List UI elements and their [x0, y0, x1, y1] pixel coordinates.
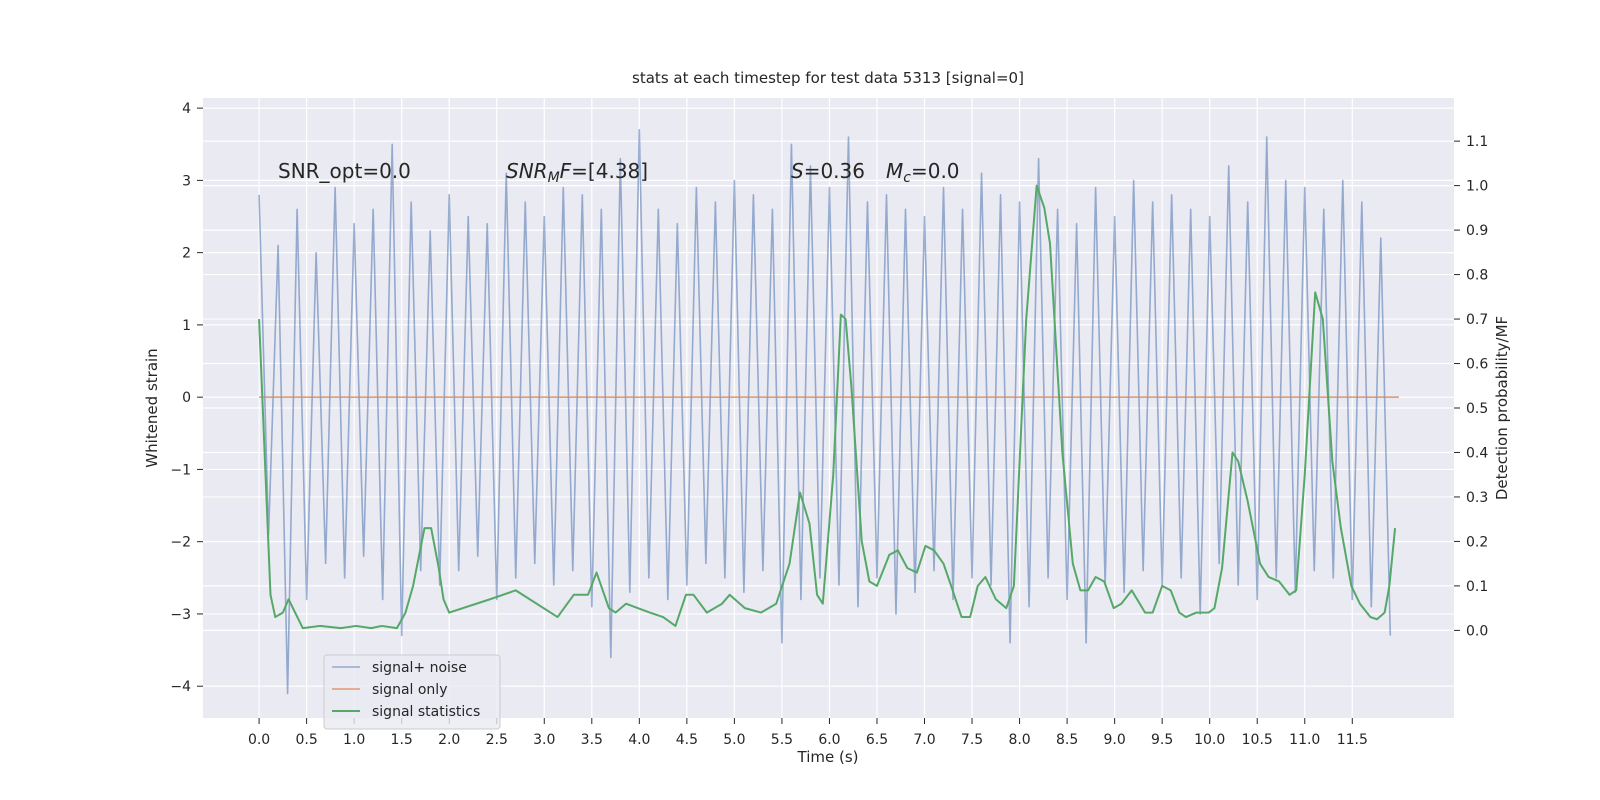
annotation-part: SNR	[506, 159, 548, 183]
annotation: SNR_opt=0.0	[278, 159, 411, 183]
series-line	[258, 128, 1392, 695]
annotation: SNRMF=[4.38]	[506, 159, 648, 186]
annotation: Mc=0.0	[886, 159, 960, 186]
series-line	[258, 184, 1397, 630]
x-tick-label: 8.0	[1008, 732, 1030, 748]
y2-tick-label: 0.1	[1466, 579, 1488, 595]
y-tick-label: −3	[170, 607, 191, 623]
y-tick-label: 1	[182, 318, 191, 334]
x-tick-label: 5.5	[771, 732, 793, 748]
annotation-part: =0.36	[804, 159, 865, 183]
y2-tick-label: 0.0	[1466, 623, 1488, 639]
y2-tick-label: 0.4	[1466, 445, 1488, 461]
y2-tick-label: 0.8	[1466, 268, 1488, 284]
y-tick-label: −1	[170, 462, 191, 478]
x-tick-label: 8.5	[1056, 732, 1078, 748]
x-tick-label: 9.5	[1151, 732, 1173, 748]
y-tick-label: −4	[170, 679, 191, 695]
y2-tick-label: 1.1	[1466, 134, 1488, 150]
marks	[258, 128, 1399, 695]
annotation-part: F	[560, 159, 572, 183]
annotations: SNR_opt=0.0 SNRMF=[4.38] S=0.36 Mc=0.0	[278, 159, 960, 186]
legend-label: signal statistics	[372, 704, 480, 720]
y2-tick-label: 0.3	[1466, 490, 1488, 506]
annotation-part: S	[791, 159, 804, 183]
x-tick-label: 7.5	[961, 732, 983, 748]
legend-box	[323, 654, 501, 730]
x-tick-label: 10.0	[1194, 732, 1225, 748]
y2-tick-label: 1.0	[1466, 179, 1488, 195]
y-tick-label: 2	[182, 246, 191, 262]
x-tick-label: 5.0	[723, 732, 745, 748]
x-tick-label: 6.5	[866, 732, 888, 748]
x-tick-label: 11.5	[1337, 732, 1368, 748]
annotation-part: =0.0	[911, 159, 960, 183]
y2-tick-label: 0.2	[1466, 534, 1488, 550]
annotation-part: =[4.38]	[571, 159, 648, 183]
annotation-part: M	[548, 170, 560, 186]
x-tick-label: 9.0	[1104, 732, 1126, 748]
y2-tick-label: 0.5	[1466, 401, 1488, 417]
axes: 0.0 0.5 1.0 1.5 2.0 2.5 3.0 3.5 4.0 4.5 5.0 5.5 6.0 6…	[170, 101, 1488, 748]
legend-label: signal only	[372, 682, 447, 698]
x-tick-label: 3.0	[533, 732, 555, 748]
y-axis-label: Whitened strain	[143, 348, 161, 467]
chart-title: stats at each timestep for test data 531…	[632, 69, 1024, 87]
annotation-part: SNR_opt=0.0	[278, 159, 411, 183]
x-axis-label: Time (s)	[797, 748, 859, 766]
legend: signal+ noise signal only signal statistic…	[323, 654, 501, 730]
annotation-part: M	[886, 159, 903, 183]
y2-axis-label: Detection probability/MF	[1493, 316, 1511, 500]
x-tick-label: 11.0	[1289, 732, 1320, 748]
x-tick-label: 2.0	[438, 732, 460, 748]
x-tick-label: 0.0	[248, 732, 270, 748]
x-tick-label: 1.5	[391, 732, 413, 748]
x-tick-label: 0.5	[295, 732, 317, 748]
x-tick-label: 4.0	[628, 732, 650, 748]
annotation: S=0.36	[791, 159, 865, 183]
x-tick-label: 2.5	[486, 732, 508, 748]
y-tick-label: −2	[170, 535, 191, 551]
x-tick-label: 6.0	[818, 732, 840, 748]
annotation-part: c	[903, 170, 911, 186]
y2-tick-label: 0.9	[1466, 223, 1488, 239]
x-tick-label: 10.5	[1242, 732, 1273, 748]
x-tick-label: 4.5	[676, 732, 698, 748]
y2-tick-label: 0.6	[1466, 357, 1488, 373]
y2-tick-label: 0.7	[1466, 312, 1488, 328]
y-tick-label: 3	[182, 173, 191, 189]
x-tick-label: 1.0	[343, 732, 365, 748]
legend-label: signal+ noise	[372, 660, 467, 676]
x-tick-label: 3.5	[581, 732, 603, 748]
x-tick-label: 7.0	[913, 732, 935, 748]
y-tick-label: 4	[182, 101, 191, 117]
y-tick-label: 0	[182, 390, 191, 406]
